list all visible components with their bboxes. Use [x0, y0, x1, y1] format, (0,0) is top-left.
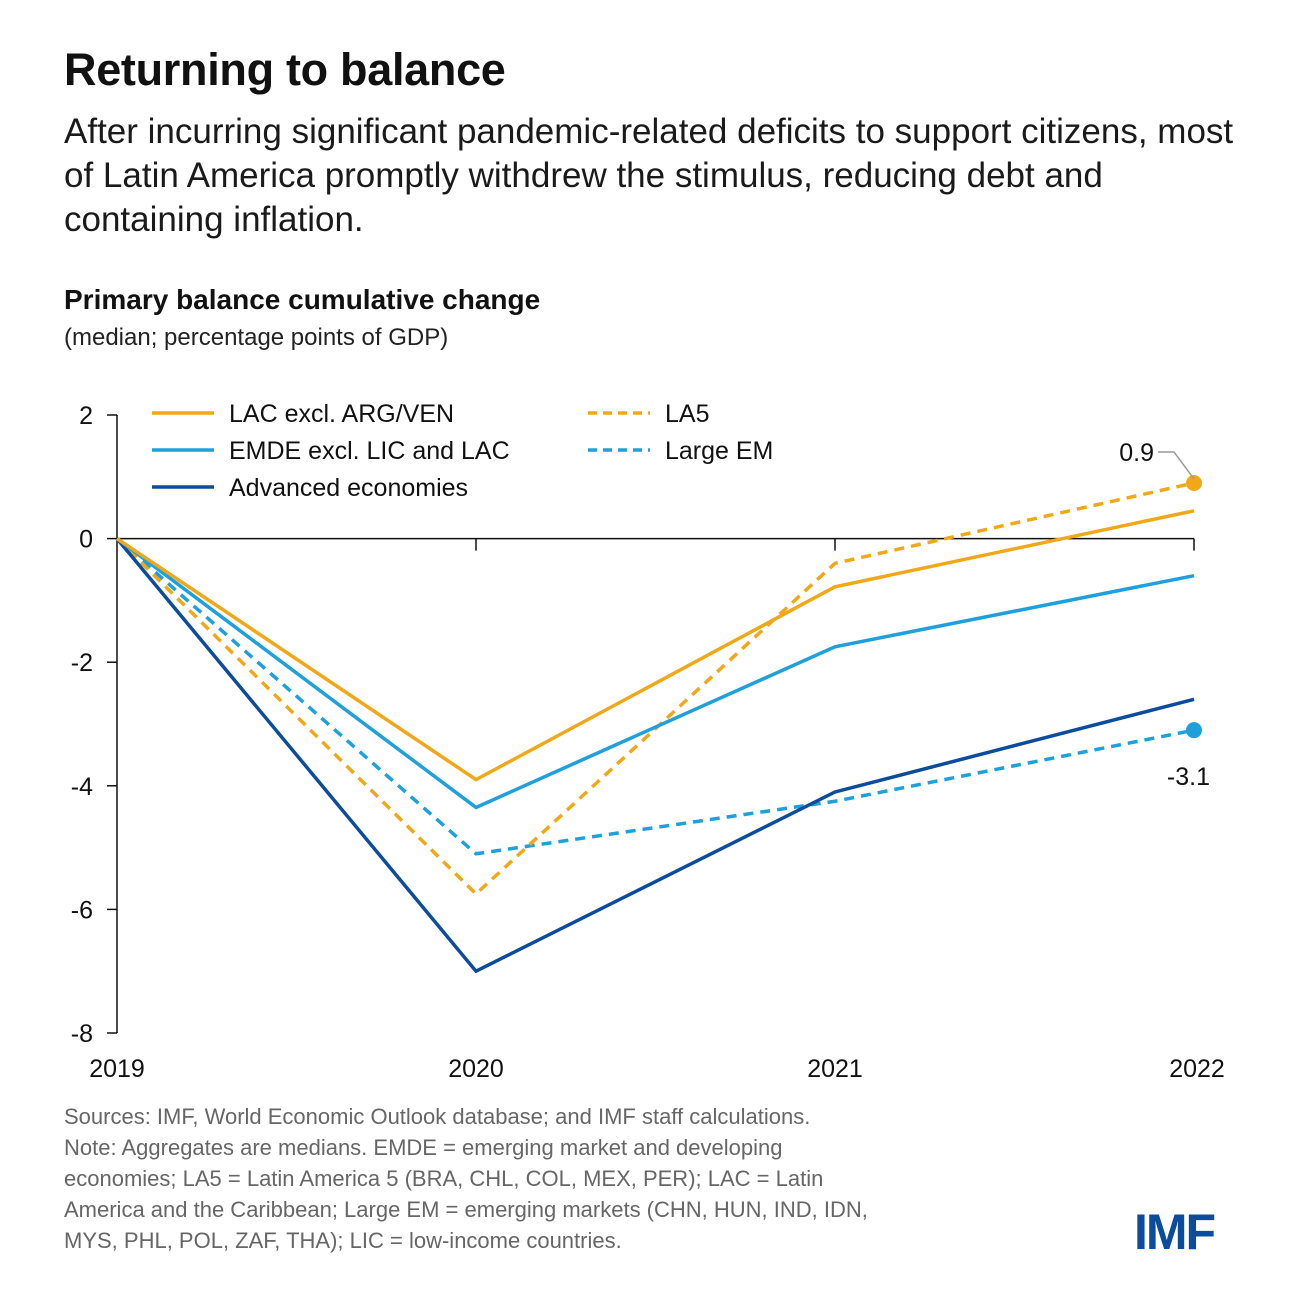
x-tick-label: 2022: [1169, 1055, 1225, 1083]
y-tick-label: 0: [79, 526, 93, 554]
page-title: Returning to balance: [64, 44, 506, 95]
legend-label: LAC excl. ARG/VEN: [229, 400, 454, 428]
end-point-marker: [1186, 474, 1202, 491]
series-line-large-em: [115, 537, 1195, 856]
y-tick-label: -4: [71, 773, 93, 801]
page-subtitle: After incurring significant pandemic-rel…: [64, 112, 1234, 239]
axes: 2 0 -2 -4 -6 -8 2019 2020 2021 2022: [71, 402, 1225, 1083]
legend-label: Large EM: [665, 437, 773, 465]
note-line: MYS, PHL, POL, ZAF, THA); LIC = low-inco…: [64, 1228, 622, 1253]
annotation-label: 0.9: [1119, 439, 1154, 467]
legend-label: LA5: [665, 400, 709, 428]
series-line-lac-excl-arg-ven: [116, 509, 1195, 782]
note-line: economies; LA5 = Latin America 5 (BRA, C…: [64, 1166, 824, 1191]
imf-logo: IMF: [1134, 1204, 1216, 1260]
x-tick-label: 2019: [89, 1055, 145, 1083]
y-tick-label: -6: [71, 896, 93, 924]
chart-subtitle: (median; percentage points of GDP): [64, 324, 449, 351]
legend-label: Advanced economies: [229, 474, 468, 502]
series-lines: [115, 481, 1195, 974]
annotation-label: -3.1: [1167, 763, 1210, 791]
note-line: America and the Caribbean; Large EM = em…: [64, 1197, 868, 1222]
source-notes: Sources: IMF, World Economic Outlook dat…: [64, 1101, 1064, 1256]
x-tick-label: 2021: [807, 1055, 863, 1083]
note-line: Sources: IMF, World Economic Outlook dat…: [64, 1104, 811, 1129]
line-chart: 2 0 -2 -4 -6 -8 2019 2020 2021 2022 LAC excl. ARG…: [71, 400, 1225, 1083]
note-line: Note: Aggregates are medians. EMDE = eme…: [64, 1135, 783, 1160]
annotations: 0.9 -3.1: [1119, 439, 1210, 791]
series-line-advanced-economies: [115, 537, 1195, 974]
chart-title: Primary balance cumulative change: [64, 284, 541, 315]
x-tick-label: 2020: [448, 1055, 504, 1083]
y-tick-label: -8: [71, 1020, 93, 1048]
y-tick-label: -2: [71, 649, 93, 677]
y-tick-label: 2: [79, 402, 93, 430]
legend: LAC excl. ARG/VEN EMDE excl. LIC and LAC A…: [152, 400, 773, 502]
legend-label: EMDE excl. LIC and LAC: [229, 437, 510, 465]
end-point-marker: [1186, 722, 1202, 739]
annotation-leader: [1158, 451, 1195, 480]
series-line-emde-excl-lic-and-lac: [115, 537, 1195, 810]
